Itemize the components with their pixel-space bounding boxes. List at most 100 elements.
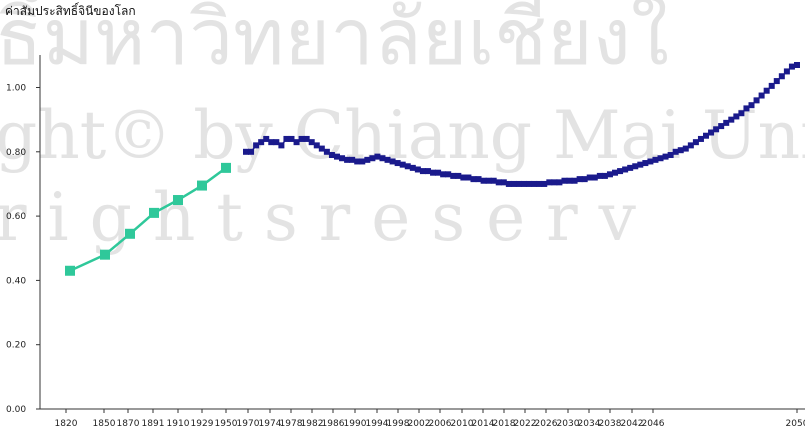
- projection-marker: [460, 174, 467, 181]
- projection-marker: [541, 180, 548, 187]
- projection-marker: [677, 147, 684, 154]
- x-tick-label: 1986: [322, 419, 345, 429]
- projection-marker: [788, 63, 795, 70]
- historical-marker: [65, 265, 75, 276]
- projection-marker: [248, 148, 255, 155]
- projection-marker: [687, 142, 694, 149]
- projection-marker: [490, 177, 497, 184]
- x-tick-label: 2022: [514, 419, 537, 429]
- watermark-line-3: r i g h t s r e s e r v: [0, 179, 637, 256]
- projection-marker: [692, 139, 699, 146]
- projection-marker: [586, 174, 593, 181]
- projection-marker: [364, 156, 371, 163]
- x-tick-label: 1990: [344, 419, 367, 429]
- x-ticks: 1820 1850 1870 1891 1910 1929 1950 1970 19741978…: [55, 409, 805, 429]
- y-tick-label: 0.00: [6, 405, 26, 415]
- projection-marker: [662, 153, 669, 160]
- x-tick-label: 2030: [557, 419, 580, 429]
- projection-marker: [515, 180, 522, 187]
- historical-marker: [100, 249, 110, 260]
- watermark: ธิ์มหาวิทยาลัยเชียงใ ght© by Chiang Mai …: [0, 0, 805, 256]
- projection-marker: [318, 145, 325, 152]
- projection-marker: [627, 164, 634, 171]
- projection-marker: [263, 135, 270, 142]
- projection-marker: [374, 153, 381, 160]
- projection-marker: [349, 156, 356, 163]
- x-tick-label: 1970: [237, 419, 260, 429]
- projection-marker: [778, 73, 785, 80]
- projection-marker: [510, 180, 517, 187]
- projection-marker: [500, 179, 507, 186]
- x-tick-label: 1978: [280, 419, 303, 429]
- x-tick-label: 2002: [408, 419, 431, 429]
- projection-marker: [652, 156, 659, 163]
- x-tick-label: 2042: [621, 419, 644, 429]
- projection-marker: [571, 177, 578, 184]
- projection-marker: [495, 179, 502, 186]
- x-tick-label: 1950: [215, 419, 238, 429]
- projection-marker: [323, 148, 330, 155]
- projection-marker: [708, 129, 715, 136]
- chart-title: ค่าสัมประสิทธิ์จินีของโลก: [5, 2, 136, 18]
- projection-marker: [409, 164, 416, 171]
- projection-marker: [303, 135, 310, 142]
- projection-marker: [293, 139, 300, 146]
- projection-marker: [647, 158, 654, 165]
- projection-marker: [430, 169, 437, 176]
- projection-marker: [783, 68, 790, 75]
- projection-marker: [521, 180, 528, 187]
- projection-marker: [308, 139, 315, 146]
- projection-marker: [424, 168, 431, 175]
- projection-marker: [283, 135, 290, 142]
- projection-series: [243, 61, 800, 187]
- projection-marker: [601, 172, 608, 179]
- projection-marker: [703, 132, 710, 139]
- x-tick-label: 2014: [472, 419, 495, 429]
- projection-marker: [505, 180, 512, 187]
- projection-marker: [298, 135, 305, 142]
- projection-marker: [288, 135, 295, 142]
- y-tick-label: 0.80: [6, 148, 26, 158]
- projection-marker: [581, 176, 588, 183]
- projection-marker: [354, 158, 361, 165]
- x-tick-label: 2046: [642, 419, 665, 429]
- projection-marker: [268, 139, 275, 146]
- y-tick-label: 1.00: [6, 84, 26, 94]
- projection-marker: [531, 180, 538, 187]
- projection-marker: [465, 174, 472, 181]
- x-tick-label: 1820: [55, 419, 78, 429]
- historical-marker: [173, 195, 183, 206]
- historical-marker: [197, 180, 207, 191]
- projection-marker: [258, 139, 265, 146]
- projection-marker: [743, 105, 750, 112]
- projection-marker: [561, 177, 568, 184]
- y-tick-label: 0.60: [6, 212, 26, 222]
- projection-marker: [556, 179, 563, 186]
- projection-marker: [768, 82, 775, 89]
- projection-marker: [344, 156, 351, 163]
- y-tick-label: 0.20: [6, 341, 26, 351]
- projection-marker: [536, 180, 543, 187]
- x-tick-label: 1929: [191, 419, 214, 429]
- projection-marker: [333, 153, 340, 160]
- projection-marker: [455, 172, 462, 179]
- projection-marker: [480, 177, 487, 184]
- projection-marker: [682, 145, 689, 152]
- x-tick-label: 2018: [493, 419, 516, 429]
- x-tick-label: 1870: [117, 419, 140, 429]
- y-ticks: 0.00 0.20 0.40 0.60 0.80 1.00: [6, 84, 40, 415]
- projection-marker: [313, 142, 320, 149]
- projection-marker: [475, 176, 482, 183]
- historical-marker: [125, 228, 135, 239]
- projection-marker: [435, 169, 442, 176]
- projection-marker: [723, 119, 730, 126]
- projection-marker: [728, 116, 735, 123]
- projection-marker: [470, 176, 477, 183]
- x-tick-label: 2050: [786, 419, 805, 429]
- projection-marker: [738, 110, 745, 117]
- projection-marker: [419, 168, 426, 175]
- projection-marker: [672, 148, 679, 155]
- projection-marker: [404, 163, 411, 170]
- projection-marker: [748, 102, 755, 109]
- x-tick-label: 1974: [259, 419, 282, 429]
